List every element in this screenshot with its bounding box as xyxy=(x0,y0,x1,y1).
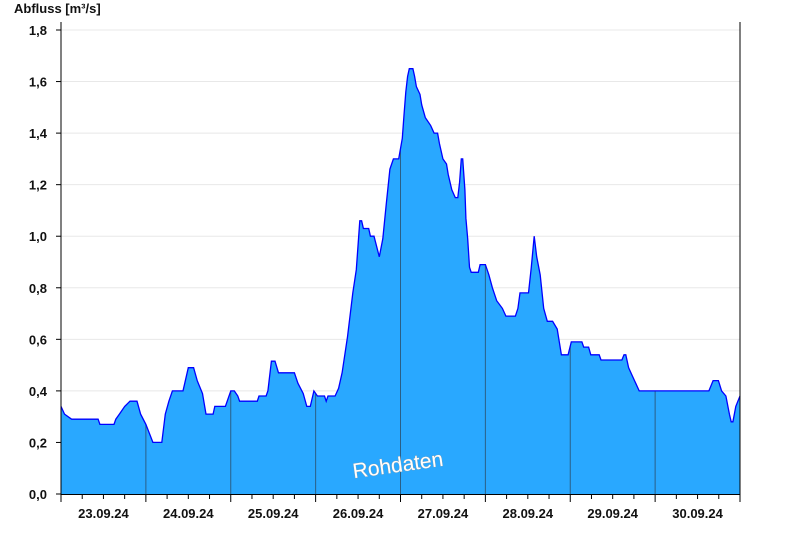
y-tick-labels: 0,0 0,2 0,4 0,6 0,8 1,0 1,2 1,4 1,6 1,8 xyxy=(29,23,48,502)
y-tick-label: 1,0 xyxy=(29,229,47,244)
y-tick-label: 0,2 xyxy=(29,435,47,450)
x-tick-labels: 23.09.24 24.09.24 25.09.24 26.09.24 27.09.24… xyxy=(78,506,723,521)
axes xyxy=(56,22,741,502)
y-tick-label: 0,6 xyxy=(29,332,47,347)
x-tick-label: 28.09.24 xyxy=(503,506,554,521)
x-tick-label: 29.09.24 xyxy=(587,506,638,521)
x-tick-label: 25.09.24 xyxy=(248,506,299,521)
x-tick-label: 24.09.24 xyxy=(163,506,214,521)
y-tick-label: 1,8 xyxy=(29,23,47,38)
discharge-line xyxy=(60,68,741,444)
y-tick-label: 0,0 xyxy=(29,487,47,502)
x-tick-label: 26.09.24 xyxy=(333,506,384,521)
y-tick-label: 1,6 xyxy=(29,75,47,90)
x-tick-label: 30.09.24 xyxy=(672,506,723,521)
y-tick-label: 0,4 xyxy=(29,384,48,399)
y-axis-label: Abfluss [m³/s] xyxy=(14,1,101,16)
y-tick-label: 0,8 xyxy=(29,281,47,296)
y-tick-label: 1,4 xyxy=(29,126,48,141)
x-tick-label: 27.09.24 xyxy=(418,506,469,521)
day-separators xyxy=(145,148,656,494)
y-tick-label: 1,2 xyxy=(29,178,47,193)
x-tick-label: 23.09.24 xyxy=(78,506,129,521)
